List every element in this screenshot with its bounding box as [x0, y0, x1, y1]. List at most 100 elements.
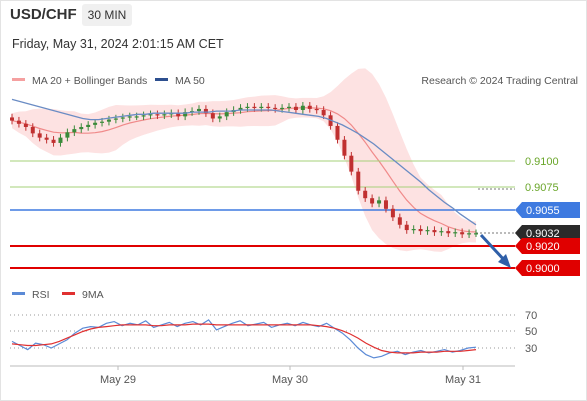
level-label-0-9075: 0.9075: [525, 182, 559, 194]
ma20-legend-label: MA 20 + Bollinger Bands: [32, 75, 147, 87]
credit-label: Research © 2024 Trading Central: [421, 75, 578, 87]
support-badge-1: [515, 238, 580, 254]
candle-body: [383, 200, 388, 209]
x-label-may30: May 30: [272, 374, 308, 386]
candle-body: [134, 116, 139, 118]
candle-body: [203, 108, 208, 114]
level-label-0-9032: 0.9032: [526, 228, 560, 240]
candle-body: [141, 115, 146, 117]
candle-body: [397, 217, 402, 225]
candle-body: [86, 124, 91, 127]
candle-body: [363, 190, 368, 199]
candle-body: [446, 231, 451, 234]
rsi-line: [11, 319, 477, 359]
candle-body: [58, 137, 63, 143]
candle-body: [252, 106, 257, 109]
candles-group: [10, 102, 478, 239]
timeframe-button[interactable]: 30 MIN: [82, 4, 132, 26]
candle-body: [113, 118, 118, 120]
candle-body: [293, 106, 298, 110]
candle-body: [176, 113, 181, 117]
candle-body: [411, 229, 416, 231]
candle-body: [224, 112, 229, 117]
candle-body: [65, 132, 70, 138]
rsi-ma-legend-label: 9MA: [82, 289, 104, 301]
candle-body: [100, 121, 105, 123]
symbol-title: USD/CHF: [10, 6, 77, 23]
candle-body: [287, 106, 292, 109]
ma20-group: [11, 107, 477, 233]
ma50-legend-swatch: [155, 78, 168, 81]
candle-body: [196, 108, 201, 112]
candle-body: [280, 107, 285, 110]
x-label-may29: May 29: [100, 374, 136, 386]
candle-body: [93, 122, 98, 125]
candle-body: [474, 233, 478, 235]
ma20-legend-swatch: [12, 78, 25, 81]
candle-body: [349, 155, 354, 172]
candle-body: [390, 208, 395, 218]
level-label-0-9020: 0.9020: [526, 241, 560, 253]
level-label-0-9055: 0.9055: [526, 205, 560, 217]
candle-body: [30, 127, 35, 134]
candle-body: [300, 105, 305, 110]
candle-body: [183, 112, 188, 117]
main-legend: MA 20 + Bollinger Bands MA 50 Research ©…: [12, 75, 578, 87]
candle-body: [23, 123, 28, 127]
candle-body: [238, 107, 243, 110]
candle-body: [314, 108, 319, 111]
current-price-badge: [515, 225, 580, 241]
pivot-badge: [515, 202, 580, 218]
rsi-legend-label: RSI: [32, 289, 50, 301]
candle-body: [307, 105, 312, 109]
candle-body: [127, 116, 132, 118]
bollinger-band: [12, 68, 476, 252]
candle-body: [245, 106, 250, 109]
candle-body: [273, 107, 278, 110]
ma50-line: [11, 98, 477, 226]
rsi-legend-swatch: [12, 292, 25, 295]
rsi-ma-line: [11, 323, 477, 354]
rsi-tick-50: 50: [525, 326, 537, 338]
candle-body: [342, 139, 347, 156]
date-label: Friday, May 31, 2024 2:01:15 AM CET: [12, 37, 224, 51]
support-badge-2: [515, 260, 580, 276]
candle-body: [16, 120, 21, 124]
candle-body: [37, 133, 42, 138]
candle-body: [425, 230, 430, 232]
level-label-0-9000: 0.9000: [526, 263, 560, 275]
candle-body: [404, 224, 409, 231]
candle-body: [44, 137, 49, 140]
forecast-arrow: [479, 233, 508, 264]
candle-body: [432, 230, 437, 233]
candle-body: [467, 233, 472, 235]
rsi-tick-70: 70: [525, 310, 537, 322]
candle-body: [321, 110, 326, 116]
ma50-legend-label: MA 50: [175, 75, 205, 87]
x-label-may31: May 31: [445, 374, 481, 386]
candle-body: [266, 106, 271, 109]
candle-body: [210, 113, 215, 119]
candle-body: [148, 114, 153, 116]
rsi-tick-30: 30: [525, 343, 537, 355]
candle-body: [460, 232, 465, 235]
level-label-0-9100: 0.9100: [525, 156, 559, 168]
candle-body: [72, 129, 77, 133]
candle-body: [217, 116, 222, 119]
candle-body: [439, 231, 444, 233]
candle-body: [453, 232, 458, 234]
candle-body: [79, 127, 84, 130]
candle-body: [259, 106, 264, 109]
candle-body: [418, 229, 423, 232]
ma20-line: [11, 107, 477, 233]
candle-body: [335, 125, 340, 140]
candle-body: [106, 119, 111, 122]
rsi-ma-legend-swatch: [62, 292, 75, 295]
candle-body: [356, 171, 361, 191]
candle-body: [377, 200, 382, 204]
candle-body: [120, 117, 125, 119]
forecast-arrow-head: [498, 254, 511, 268]
candle-body: [51, 139, 56, 143]
candle-body: [162, 114, 167, 116]
